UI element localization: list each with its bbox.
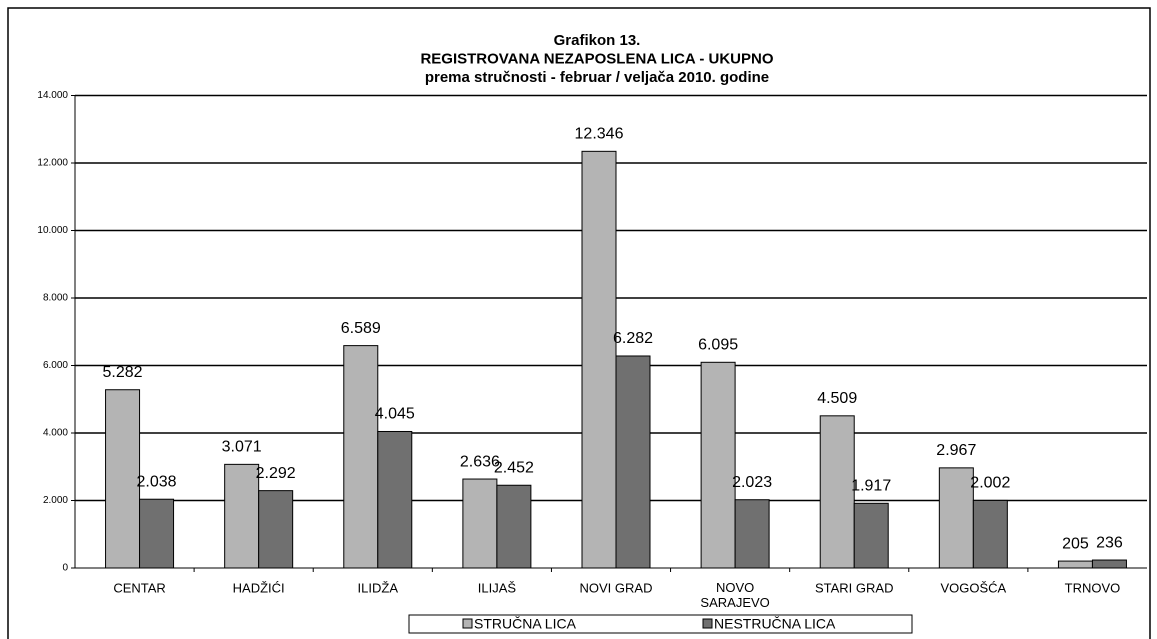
data-label: 4.045 [375,406,415,423]
bar [1057,560,1093,569]
x-tick-label: ILIJAŠ [478,580,517,595]
data-label: 2.023 [732,474,772,491]
bar [972,499,1008,569]
y-tick-label: 6.000 [43,360,68,371]
data-label: 1.917 [851,478,891,495]
bar [615,355,651,569]
data-label: 2.002 [970,475,1010,492]
chart-title: REGISTROVANA NEZAPOSLENA LICA - UKUPNO [420,50,773,67]
bar [734,499,770,569]
data-label: 2.038 [137,473,177,490]
data-label: 5.282 [103,364,143,381]
data-label: 3.071 [222,439,262,456]
x-tick-label: TRNOVO [1065,580,1121,595]
y-tick-label: 14.000 [37,90,68,101]
data-label: 4.509 [817,390,857,407]
y-tick-label: 0 [62,563,68,574]
legend-box [408,614,913,634]
data-label: 2.636 [460,453,500,470]
data-label: 12.346 [575,126,624,143]
legend-label: STRUČNA LICA [474,616,577,632]
legend-label: NESTRUČNA LICA [714,616,836,632]
data-label: 2.292 [256,465,296,482]
data-label: 205 [1062,535,1089,552]
bar [105,389,141,569]
chart-title: Grafikon 13. [554,32,641,49]
bar [700,361,736,569]
data-label: 6.282 [613,330,653,347]
x-tick-label: NOVI GRAD [580,580,653,595]
bar [224,463,260,569]
y-tick-label: 12.000 [37,158,68,169]
y-tick-label: 2.000 [43,495,68,506]
bar [581,150,617,569]
x-tick-label: CENTAR [113,580,165,595]
data-label: 236 [1096,534,1123,551]
bar [819,415,855,569]
x-tick-label: ILIDŽA [358,580,399,595]
legend-swatch [462,618,473,629]
x-tick-label: STARI GRAD [815,580,894,595]
bar [343,345,379,569]
chart-title: prema stručnosti - februar / veljača 201… [425,69,769,86]
data-label: 2.967 [936,442,976,459]
bar [938,467,974,569]
bar [496,484,532,569]
bar [139,498,175,569]
data-label: 2.452 [494,459,534,476]
bar [853,502,889,569]
data-label: 6.589 [341,320,381,337]
chart-frame [7,7,1151,639]
data-label: 6.095 [698,337,738,354]
bar [462,478,498,569]
x-tick-label: VOGOŠĆA [940,580,1006,595]
y-tick-label: 10.000 [37,225,68,236]
bar [1091,559,1127,569]
x-tick-label: HADŽIĆI [233,580,285,595]
y-tick-label: 4.000 [43,428,68,439]
bar [377,430,413,569]
bar [258,490,294,569]
legend-swatch [702,618,713,629]
x-tick-label: NOVO SARAJEVO [700,580,769,610]
y-tick-label: 8.000 [43,293,68,304]
